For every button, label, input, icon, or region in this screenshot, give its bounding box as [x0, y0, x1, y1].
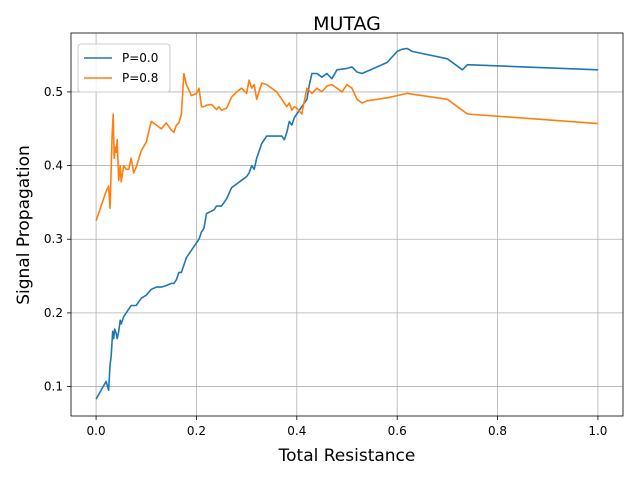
y-tick-label: 0.3	[44, 232, 63, 246]
plot-frame	[70, 32, 624, 417]
y-tick-label: 0.5	[44, 85, 63, 99]
legend-label-p0: P=0.0	[122, 51, 158, 65]
legend: P=0.0 P=0.8	[77, 43, 171, 93]
x-axis-label: Total Resistance	[278, 446, 416, 466]
x-tick-label: 0.2	[187, 424, 206, 438]
x-tick-label: 0.4	[287, 424, 306, 438]
series-line-0	[95, 47, 598, 400]
legend-label-p8: P=0.8	[122, 71, 158, 85]
y-tick-label: 0.2	[44, 306, 63, 320]
x-tick-label: 0.8	[488, 424, 507, 438]
series-layer	[95, 47, 598, 400]
legend-box	[77, 43, 171, 93]
x-axis-ticks: 0.0 0.2 0.4 0.6 0.8 1.0	[87, 416, 607, 438]
y-tick-label: 0.1	[44, 380, 63, 394]
chart-title: MUTAG	[313, 13, 381, 35]
y-tick-label: 0.4	[44, 159, 63, 173]
x-tick-label: 1.0	[588, 424, 607, 438]
x-tick-label: 0.0	[87, 424, 106, 438]
series-line-1	[95, 72, 598, 222]
y-axis-ticks: 0.1 0.2 0.3 0.4 0.5	[44, 85, 71, 394]
grid-lines	[71, 33, 623, 416]
y-axis-label: Signal Propagation	[14, 145, 34, 305]
x-tick-label: 0.6	[388, 424, 407, 438]
